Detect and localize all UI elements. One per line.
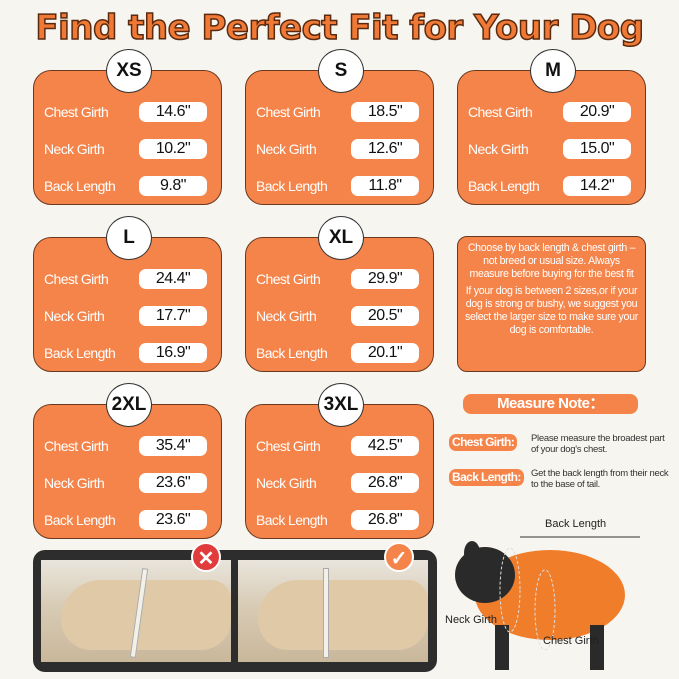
chest-value: 29.9" xyxy=(351,269,419,289)
back-label: Back Length xyxy=(44,178,116,194)
neck-row: Neck Girth 23.6" xyxy=(44,473,207,493)
chest-value: 35.4" xyxy=(139,436,207,456)
back-value: 26.8" xyxy=(351,510,419,530)
chest-label: Chest Girth xyxy=(44,271,109,287)
back-value: 14.2" xyxy=(563,176,631,196)
back-label: Back Length xyxy=(468,178,540,194)
back-row: Back Length 11.8" xyxy=(256,176,419,196)
chest-label: Chest Girth xyxy=(44,438,109,454)
chest-row: Chest Girth 18.5" xyxy=(256,102,419,122)
back-label: Back Length xyxy=(44,345,116,361)
chest-value: 24.4" xyxy=(139,269,207,289)
chest-row: Chest Girth 29.9" xyxy=(256,269,419,289)
back-value: 20.1" xyxy=(351,343,419,363)
back-row: Back Length 9.8" xyxy=(44,176,207,196)
back-value: 9.8" xyxy=(139,176,207,196)
back-value: 11.8" xyxy=(351,176,419,196)
back-row: Back Length 20.1" xyxy=(256,343,419,363)
chest-row: Chest Girth 24.4" xyxy=(44,269,207,289)
right-measure-photo xyxy=(238,560,428,662)
neck-value: 20.5" xyxy=(351,306,419,326)
chest-row: Chest Girth 42.5" xyxy=(256,436,419,456)
check-icon: ✓ xyxy=(384,542,414,572)
back-label: Back Length xyxy=(256,345,328,361)
chest-label: Chest Girth xyxy=(256,271,321,287)
neck-row: Neck Girth 26.8" xyxy=(256,473,419,493)
advice-text: If your dog is between 2 sizes,or if you… xyxy=(465,285,638,336)
neck-value: 23.6" xyxy=(139,473,207,493)
chest-row: Chest Girth 14.6" xyxy=(44,102,207,122)
neck-girth-label: Neck Girth xyxy=(445,614,497,626)
chest-row: Chest Girth 20.9" xyxy=(468,102,631,122)
neck-value: 17.7" xyxy=(139,306,207,326)
back-length-label: Back Length xyxy=(545,518,607,530)
neck-value: 12.6" xyxy=(351,139,419,159)
neck-row: Neck Girth 17.7" xyxy=(44,306,207,326)
chest-label: Chest Girth xyxy=(256,104,321,120)
chest-value: 14.6" xyxy=(139,102,207,122)
advice-text: Choose by back length & chest girth – no… xyxy=(467,242,636,280)
size-card-xl: XL Chest Girth 29.9" Neck Girth 20.5" Back Le… xyxy=(245,216,434,372)
chest-label: Chest Girth xyxy=(44,104,109,120)
chest-label: Chest Girth xyxy=(256,438,321,454)
neck-row: Neck Girth 10.2" xyxy=(44,139,207,159)
neck-label: Neck Girth xyxy=(256,475,317,491)
size-badge: 3XL xyxy=(318,383,364,427)
size-card-2xl: 2XL Chest Girth 35.4" Neck Girth 23.6" Back L… xyxy=(33,383,222,539)
size-badge: XS xyxy=(106,49,152,93)
chest-girth-label: Chest Girth xyxy=(543,635,599,647)
dog-diagram xyxy=(455,536,640,670)
size-card-s: S Chest Girth 18.5" Neck Girth 12.6" Back Len… xyxy=(245,49,434,205)
size-badge: XL xyxy=(318,216,364,260)
back-row: Back Length 16.9" xyxy=(44,343,207,363)
back-length-tag: Back Length: xyxy=(449,469,524,486)
measurement-photos: ✕ ✓ xyxy=(33,542,437,672)
size-card-m: M Chest Girth 20.9" Neck Girth 15.0" Back Len… xyxy=(457,49,646,205)
fit-advice-box: Choose by back length & chest girth – no… xyxy=(457,236,646,372)
chest-value: 18.5" xyxy=(351,102,419,122)
back-label: Back Length xyxy=(44,512,116,528)
neck-row: Neck Girth 20.5" xyxy=(256,306,419,326)
size-card-l: L Chest Girth 24.4" Neck Girth 17.7" Back Len… xyxy=(33,216,222,372)
chest-girth-desc: Please measure the broadest part of your… xyxy=(531,433,665,455)
size-badge: 2XL xyxy=(106,383,152,427)
size-badge: M xyxy=(530,49,576,93)
neck-label: Neck Girth xyxy=(468,141,529,157)
back-row: Back Length 23.6" xyxy=(44,510,207,530)
measure-note-heading: Measure Note： xyxy=(463,394,638,414)
chest-value: 42.5" xyxy=(351,436,419,456)
back-label: Back Length xyxy=(256,178,328,194)
neck-label: Neck Girth xyxy=(256,141,317,157)
chest-girth-tag: Chest Girth: xyxy=(449,434,518,451)
neck-value: 26.8" xyxy=(351,473,419,493)
neck-label: Neck Girth xyxy=(44,141,105,157)
neck-value: 10.2" xyxy=(139,139,207,159)
size-badge: L xyxy=(106,216,152,260)
neck-label: Neck Girth xyxy=(44,308,105,324)
back-row: Back Length 26.8" xyxy=(256,510,419,530)
size-card-xs: XS Chest Girth 14.6" Neck Girth 10.2" Back Le… xyxy=(33,49,222,205)
wrong-measure-photo xyxy=(41,560,231,662)
chest-value: 20.9" xyxy=(563,102,631,122)
back-label: Back Length xyxy=(256,512,328,528)
size-card-3xl: 3XL Chest Girth 42.5" Neck Girth 26.8" Back L… xyxy=(245,383,434,539)
neck-label: Neck Girth xyxy=(256,308,317,324)
chest-label: Chest Girth xyxy=(468,104,533,120)
size-badge: S xyxy=(318,49,364,93)
neck-value: 15.0" xyxy=(563,139,631,159)
back-row: Back Length 14.2" xyxy=(468,176,631,196)
back-value: 16.9" xyxy=(139,343,207,363)
back-value: 23.6" xyxy=(139,510,207,530)
page-title: Find the Perfect Fit for Your Dog xyxy=(35,7,645,49)
back-length-desc: Get the back length from their neck to t… xyxy=(531,468,669,490)
x-icon: ✕ xyxy=(191,542,221,572)
neck-row: Neck Girth 15.0" xyxy=(468,139,631,159)
chest-row: Chest Girth 35.4" xyxy=(44,436,207,456)
neck-row: Neck Girth 12.6" xyxy=(256,139,419,159)
neck-label: Neck Girth xyxy=(44,475,105,491)
